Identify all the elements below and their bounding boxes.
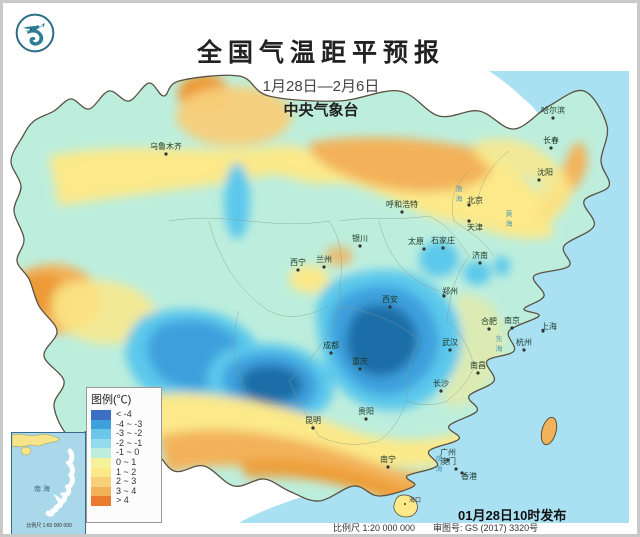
svg-text:渤: 渤 [456, 184, 463, 193]
svg-text:杭州: 杭州 [516, 337, 532, 347]
svg-text:海: 海 [496, 344, 503, 353]
svg-text:南昌: 南昌 [470, 360, 486, 370]
svg-text:西宁: 西宁 [290, 257, 306, 267]
svg-text:郑州: 郑州 [442, 286, 458, 296]
svg-text:重庆: 重庆 [352, 356, 368, 366]
svg-text:香港: 香港 [461, 471, 477, 481]
svg-text:西安: 西安 [382, 294, 398, 304]
svg-text:济南: 济南 [472, 250, 488, 260]
svg-text:太原: 太原 [408, 236, 424, 246]
svg-text:比例尺 1:60 000 000: 比例尺 1:60 000 000 [26, 522, 72, 529]
svg-text:南宁: 南宁 [380, 454, 396, 464]
svg-text:南 海: 南 海 [34, 484, 50, 493]
svg-text:海口: 海口 [409, 496, 421, 504]
svg-text:广州: 广州 [440, 447, 456, 457]
svg-text:昆明: 昆明 [305, 416, 321, 425]
svg-text:黄: 黄 [506, 209, 513, 218]
svg-text:长春: 长春 [543, 135, 559, 145]
svg-text:天津: 天津 [467, 222, 483, 232]
svg-text:贵阳: 贵阳 [358, 406, 374, 416]
svg-text:澳门: 澳门 [440, 456, 456, 466]
svg-text:成都: 成都 [323, 340, 339, 350]
svg-text:长沙: 长沙 [433, 378, 449, 388]
svg-text:海: 海 [456, 194, 463, 203]
svg-text:呼和浩特: 呼和浩特 [386, 199, 418, 209]
svg-text:兰州: 兰州 [316, 254, 332, 264]
svg-text:哈尔滨: 哈尔滨 [541, 105, 565, 115]
svg-text:东: 东 [496, 334, 503, 343]
svg-text:银川: 银川 [352, 233, 368, 243]
svg-text:海: 海 [506, 219, 513, 228]
svg-text:合肥: 合肥 [481, 316, 497, 326]
svg-text:石家庄: 石家庄 [431, 235, 455, 245]
svg-text:乌鲁木齐: 乌鲁木齐 [150, 141, 182, 151]
svg-text:北京: 北京 [467, 195, 483, 205]
svg-text:南京: 南京 [504, 315, 520, 325]
svg-text:武汉: 武汉 [442, 337, 458, 347]
svg-text:沈阳: 沈阳 [537, 167, 553, 177]
svg-text:上海: 上海 [541, 321, 557, 331]
